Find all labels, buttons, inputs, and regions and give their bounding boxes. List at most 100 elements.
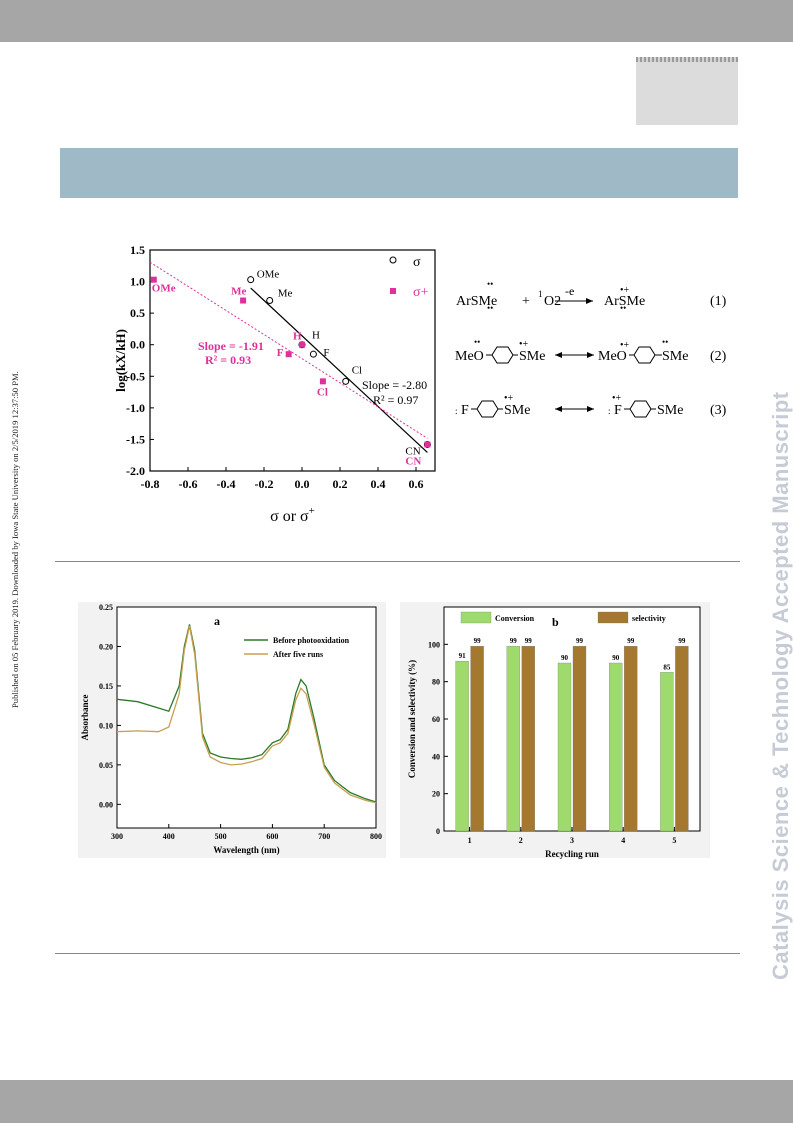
x-tick-label-a: 500: [215, 832, 227, 841]
legend-conversion-label: Conversion: [495, 614, 535, 623]
sigma-plus-fit-line: [149, 261, 428, 439]
eq1-number: (1): [710, 294, 727, 309]
eq1-o2-sup: 1: [538, 289, 543, 299]
x-tick-label-a: 700: [318, 832, 330, 841]
eq1-right: ArSMe: [604, 294, 645, 309]
x-tick-label-b: 1: [468, 836, 472, 845]
y-tick-label: 1.5: [130, 243, 145, 257]
y-tick-label-b: 20: [432, 790, 440, 799]
y-tick-label-a: 0.15: [99, 682, 113, 691]
sigma-point: [342, 377, 350, 385]
eq1-arrow-label: -e: [565, 284, 574, 298]
logo-strip: [636, 57, 738, 62]
y-tick-label: -1.0: [126, 401, 145, 415]
x-tick-label-a: 300: [111, 832, 123, 841]
selectivity-bar: [624, 646, 638, 832]
eq1-radical-cation: •+: [620, 285, 630, 296]
sigma-point: [247, 276, 255, 284]
legend-sigma-marker: [389, 256, 397, 264]
conversion-bar: [557, 662, 572, 832]
x-tick-label-b: 3: [570, 836, 574, 845]
x-tick-label-b: 5: [672, 836, 676, 845]
sigma-point-label: Cl: [352, 364, 362, 376]
eq1-left: ArSMe: [456, 294, 497, 309]
eq2-number: (2): [710, 349, 727, 364]
x-tick-label-a: 600: [266, 832, 278, 841]
hammett-chart: -0.8 -0.6 -0.4 -0.2 0.0 0.2 0.4 0.6 1.5 1.0 0.5 0.0…: [113, 243, 436, 525]
eq3-left-rc: •+: [504, 393, 514, 404]
sigma-plus-point-label: OMe: [152, 283, 176, 295]
y-tick-label-a: 0.25: [99, 603, 113, 612]
sigma-plus-point-label: CN: [405, 455, 421, 467]
sigma-point-label: F: [323, 347, 329, 359]
equations-panel: ArSMe •• •• + 1 O2 -e ArSMe •+ •• (1) Me…: [455, 279, 727, 418]
y-tick-label-b: 100: [428, 640, 440, 649]
x-tick-label: -0.6: [179, 477, 198, 491]
eq3-right-dots: :: [608, 406, 611, 416]
eq3-left-ring: [476, 400, 499, 418]
eq2-right-ring: [633, 346, 656, 364]
eq2-left-sme: SMe: [519, 349, 545, 364]
sigma-plus-point-label: H: [293, 331, 302, 343]
eq2-left-meo: MeO: [455, 349, 484, 364]
eq2-left-dots: ••: [474, 337, 480, 347]
eq2-right-dots: ••: [662, 337, 668, 347]
selectivity-value-label: 99: [576, 637, 584, 645]
eq1-right-dots: ••: [620, 303, 626, 313]
eq3-left-f: F: [461, 403, 469, 418]
eq1-arrowhead: [586, 298, 593, 304]
sigma-plus-slope-label: Slope = -1.91: [198, 339, 264, 353]
x-tick-label: 0.0: [295, 477, 310, 491]
eq3-left-sme: SMe: [504, 403, 530, 418]
legend-selectivity-swatch: [597, 611, 629, 624]
sigma-r2-label: R² = 0.97: [373, 393, 418, 407]
conversion-value-label: 90: [612, 654, 620, 662]
sigma-fit-line: [250, 287, 428, 453]
y-tick-label: -1.5: [126, 432, 145, 446]
eq3-right-rc: •+: [612, 393, 622, 404]
sigma-plus-point-label: F: [277, 347, 284, 359]
sigma-plus-point: [285, 351, 292, 358]
legend-sigma-plus-label: σ+: [413, 285, 429, 300]
selectivity-bar: [470, 646, 484, 832]
x-axis-label-a: Wavelength (nm): [213, 845, 279, 855]
sigma-point: [309, 350, 317, 358]
eq1-left-dots: ••: [487, 279, 493, 289]
published-note: Published on 05 February 2019. Downloade…: [10, 371, 20, 708]
sigma-point-label: Me: [278, 288, 293, 300]
y-tick-label-a: 0.20: [99, 642, 113, 651]
eq2-right-sme: SMe: [662, 349, 688, 364]
y-tick-label: -0.5: [126, 369, 145, 383]
x-tick-label-b: 4: [621, 836, 625, 845]
journal-logo: [636, 57, 738, 125]
conversion-bar: [455, 660, 469, 832]
selectivity-value-label: 99: [678, 637, 686, 645]
sigma-point-label: OMe: [257, 269, 280, 281]
conversion-bar: [660, 672, 674, 832]
side-watermark: Catalysis Science & Technology Accepted …: [768, 391, 793, 980]
sigma-plus-point: [299, 341, 305, 348]
x-tick-label: -0.4: [217, 477, 236, 491]
divider-bottom: [55, 953, 740, 954]
x-tick-label: -0.2: [255, 477, 274, 491]
y-tick-label-b: 0: [436, 827, 440, 836]
header-band: [60, 148, 738, 198]
conversion-bar: [609, 662, 623, 832]
spectrum-line-after: [116, 625, 377, 804]
sigma-plus-point-label: Me: [231, 286, 246, 298]
sigma-plus-point: [424, 441, 431, 448]
eq2-left-rc: •+: [519, 339, 529, 350]
x-tick-label: 0.2: [333, 477, 348, 491]
sigma-slope-label: Slope = -2.80: [362, 378, 427, 392]
y-tick-label: 0.5: [130, 306, 145, 320]
eq3-left-dots: :: [455, 406, 458, 416]
selectivity-value-label: 99: [474, 637, 482, 645]
x-axis-label-b: Recycling run: [545, 849, 599, 859]
sigma-plus-point-label: Cl: [317, 386, 328, 398]
conversion-value-label: 85: [663, 663, 671, 671]
selectivity-bar: [521, 646, 535, 832]
bottom-bar: [0, 1080, 793, 1123]
conversion-value-label: 99: [510, 637, 518, 645]
x-tick-label: 0.6: [409, 477, 424, 491]
sigma-point-label: H: [312, 330, 320, 342]
